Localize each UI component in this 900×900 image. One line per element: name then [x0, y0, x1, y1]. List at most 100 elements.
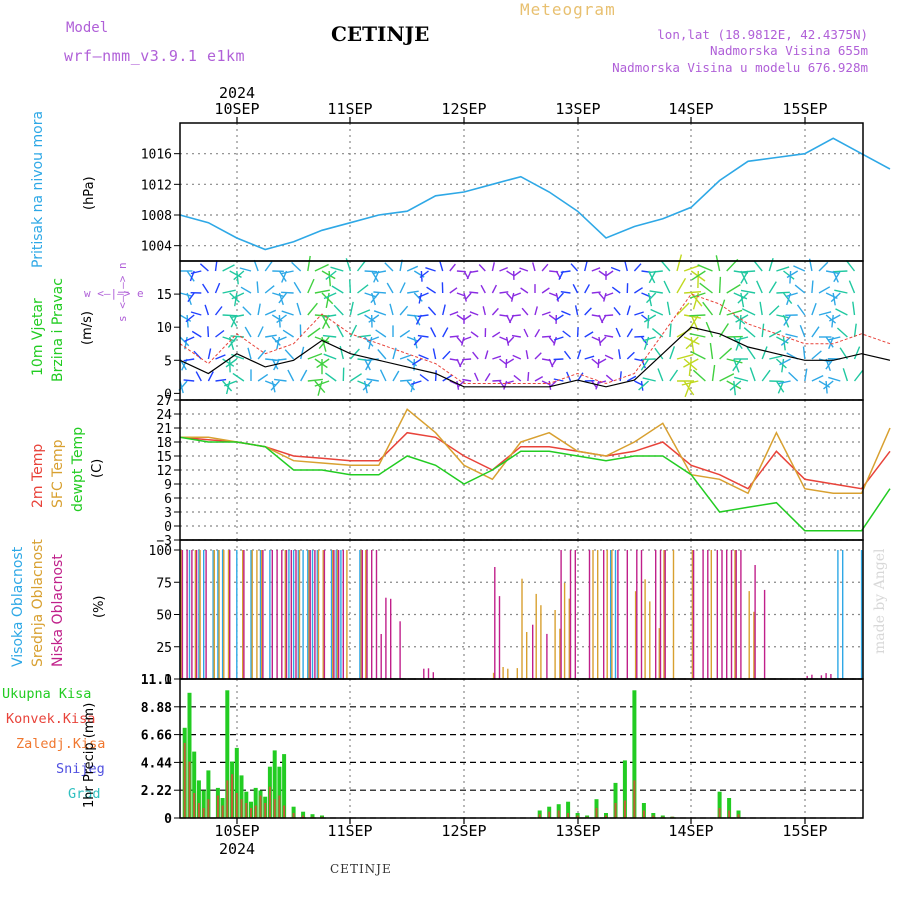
precip-legend-frz: Zaledj.Kisa [16, 736, 106, 752]
top-day-label: 14SEP [668, 100, 713, 118]
y-tick-label: 21 [156, 422, 172, 437]
wind-barb [749, 367, 756, 382]
wind-barb [314, 380, 330, 387]
wind-barb [782, 336, 786, 351]
wind-barb [430, 327, 437, 338]
wind-barb [179, 314, 192, 322]
wind-barb [741, 308, 756, 316]
wind-barb [788, 371, 799, 382]
wind-barb [225, 380, 231, 395]
precip-total-bar [622, 760, 627, 818]
wind-barb [705, 321, 714, 338]
wind-barb [449, 263, 456, 272]
precip-total-bar [239, 775, 244, 818]
wind-barb [419, 270, 429, 279]
precip-conv-bar [207, 799, 210, 818]
wind-barb [281, 270, 294, 275]
wind-barb [591, 291, 601, 294]
precip-conv-bar [202, 808, 205, 818]
wind-barb [330, 266, 344, 272]
wind-barb [651, 328, 664, 338]
wind-barb [534, 352, 542, 360]
wind-barb [688, 358, 692, 376]
wind-barb [818, 286, 831, 294]
wind-barb [323, 353, 337, 360]
wind-barb [684, 291, 702, 294]
wind-barb [399, 305, 409, 316]
wind-barb [492, 331, 501, 338]
wind-barb [643, 314, 657, 323]
y-tick-label: 0 [164, 387, 172, 402]
wind-barb [406, 358, 418, 367]
wind-barb [281, 310, 294, 316]
wind-barb [463, 292, 467, 302]
wind-barb [321, 270, 336, 280]
precip-conv-bar [576, 815, 579, 818]
precip-conv-bar [183, 742, 186, 818]
wind-barb [618, 349, 621, 360]
y-tick-label: 25 [156, 641, 172, 656]
wind-barb [624, 261, 628, 272]
wind-barb [345, 258, 352, 272]
wind-barb [506, 292, 514, 301]
temp-2m-line [179, 431, 891, 490]
wind-barb [314, 263, 329, 272]
wind-barb [407, 290, 419, 294]
wind-barb [278, 270, 287, 282]
wind-barb [610, 266, 621, 272]
precip-conv-bar [605, 815, 607, 818]
wind-barb [215, 378, 227, 382]
wind-barb [835, 308, 848, 316]
wind-barb [776, 266, 790, 272]
wind-barb [432, 348, 437, 360]
wind-barb [364, 336, 374, 347]
wind-barb [654, 347, 664, 360]
wind-barb [584, 331, 594, 338]
wind-barb [357, 309, 371, 316]
wind-barb [215, 329, 225, 338]
wind-barb [715, 255, 721, 272]
wind-barb [740, 270, 749, 284]
precip-conv-bar [718, 808, 721, 818]
wind-barb [462, 358, 472, 361]
wind-barb [368, 314, 380, 323]
model-label: Model [66, 20, 109, 36]
wind-barb [461, 336, 465, 346]
precip-conv-bar [595, 808, 598, 818]
wind-barb [768, 281, 777, 294]
wind-barb [726, 284, 741, 294]
wind-barb [781, 358, 785, 373]
wind-barb [503, 380, 508, 390]
wind-barb [356, 259, 367, 272]
wind-barb [499, 266, 508, 272]
wind-barb [214, 306, 223, 316]
wind-barb [470, 331, 479, 338]
wind-barb [648, 270, 657, 284]
wind-barb [439, 260, 444, 272]
precip-conv-bar [197, 803, 200, 818]
wind-barb [316, 358, 330, 369]
wind-barb [739, 314, 742, 330]
wind-barb [202, 283, 209, 294]
wind-barb [768, 305, 780, 316]
wind-barb [779, 358, 791, 366]
y-tick-label: 8.88 [141, 701, 172, 716]
wind-barb [541, 380, 551, 386]
wind-barb [207, 326, 210, 338]
wind-barb [676, 327, 693, 338]
wind-barb [685, 336, 699, 350]
wind-barb [314, 358, 328, 369]
wind-barb [339, 345, 344, 360]
wind-barb [231, 292, 245, 300]
wind-barb [366, 378, 379, 382]
wind-barb [811, 280, 814, 294]
lonlat-label: lon,lat (18.9812E, 42.4375N) [657, 27, 868, 42]
wind-barb [368, 336, 373, 350]
precip-conv-bar [273, 799, 276, 818]
wind-barb [469, 291, 479, 294]
wind-barb [660, 260, 671, 272]
wind-barb [726, 309, 743, 316]
wind-barb [640, 358, 650, 371]
wind-barb [626, 351, 635, 360]
wind-barb [681, 380, 699, 386]
